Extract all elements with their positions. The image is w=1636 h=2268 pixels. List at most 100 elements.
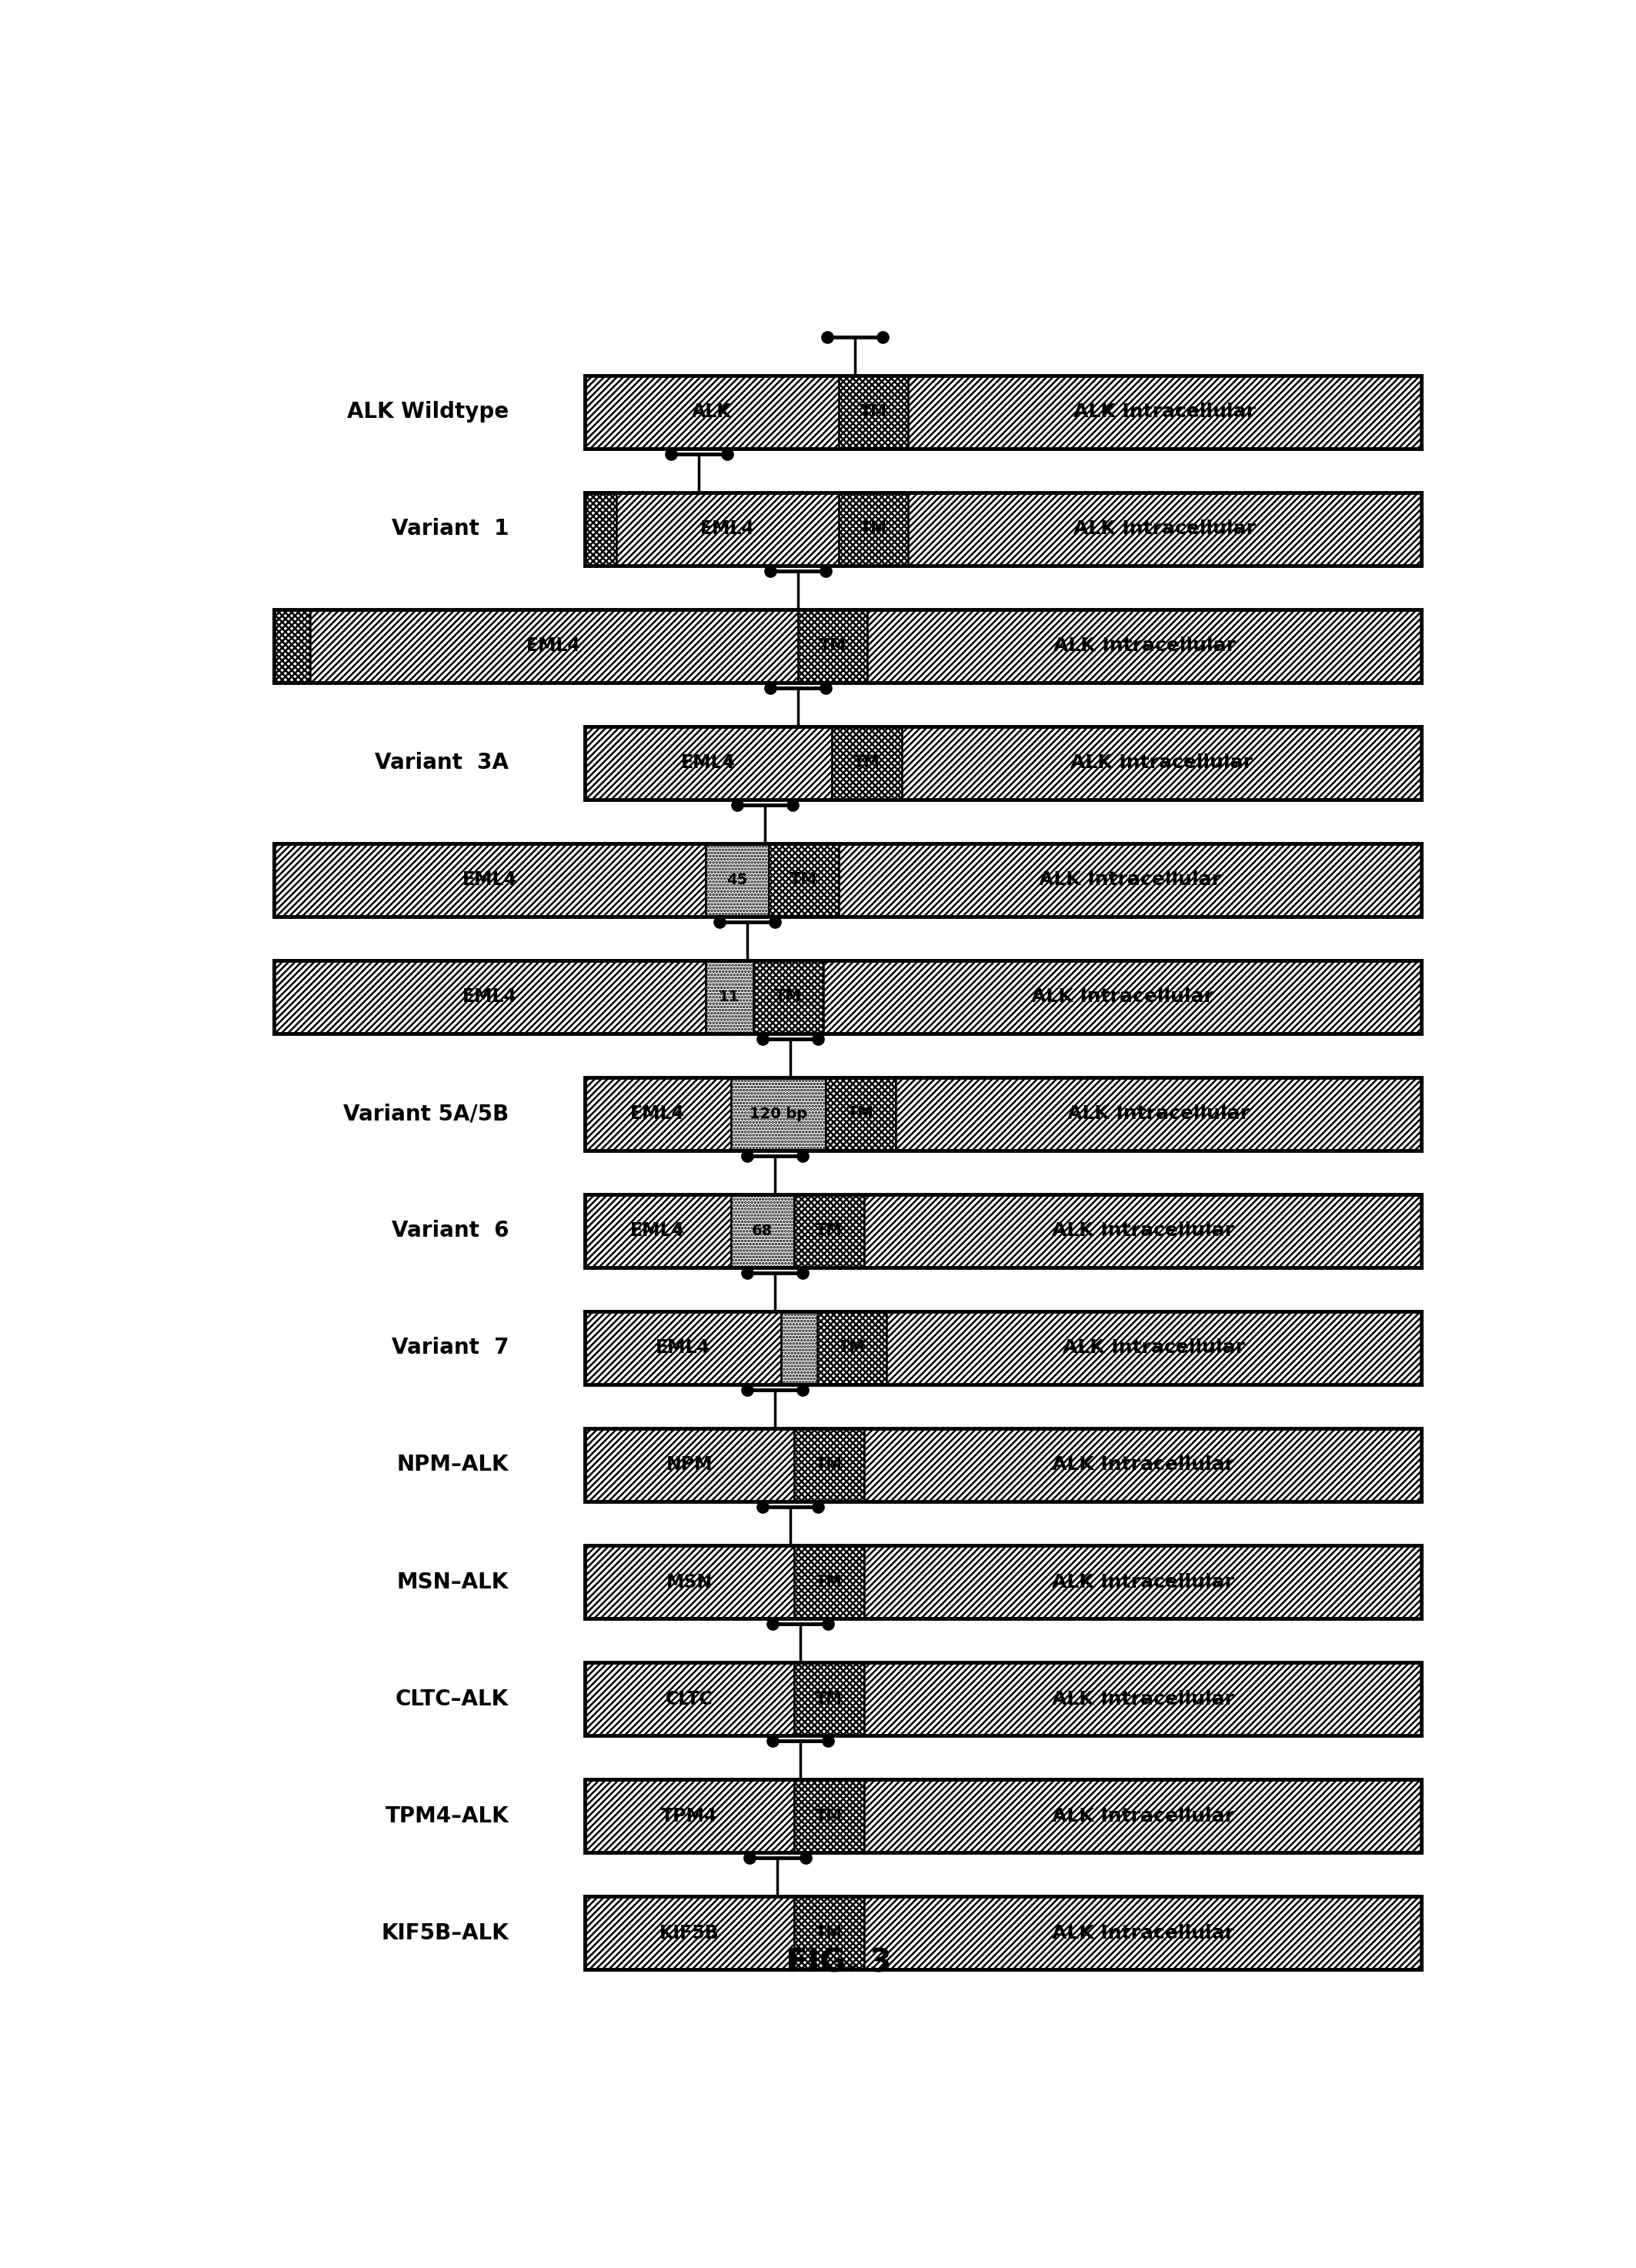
- Text: ALK Intracellular: ALK Intracellular: [1073, 519, 1256, 538]
- Bar: [586, 1545, 793, 1619]
- Bar: [839, 374, 908, 449]
- Text: EML4: EML4: [681, 753, 736, 771]
- Text: TM: TM: [790, 873, 816, 887]
- Bar: [586, 1545, 1422, 1619]
- Bar: [782, 1311, 816, 1383]
- Bar: [864, 1896, 1422, 1969]
- Text: NPM–ALK: NPM–ALK: [398, 1454, 509, 1476]
- Bar: [887, 1311, 1422, 1383]
- Bar: [908, 492, 1422, 565]
- Bar: [705, 844, 769, 916]
- Text: ALK Intracellular: ALK Intracellular: [1052, 1923, 1234, 1941]
- Text: EML4: EML4: [630, 1222, 685, 1241]
- Text: TPM4–ALK: TPM4–ALK: [384, 1805, 509, 1826]
- Bar: [864, 1545, 1422, 1619]
- Bar: [901, 726, 1422, 801]
- Bar: [586, 1429, 793, 1501]
- Text: ALK Intracellular: ALK Intracellular: [1052, 1808, 1234, 1826]
- Text: EML4: EML4: [630, 1105, 685, 1123]
- Text: EML4: EML4: [527, 637, 581, 655]
- Bar: [275, 844, 705, 916]
- Bar: [309, 610, 798, 683]
- Bar: [586, 374, 839, 449]
- Text: ALK Intracellular: ALK Intracellular: [1039, 871, 1220, 889]
- Text: FIG. 3: FIG. 3: [785, 1946, 892, 1978]
- Bar: [586, 1662, 793, 1735]
- Bar: [864, 1195, 1422, 1268]
- Text: TM: TM: [861, 404, 887, 420]
- Text: ALK Intracellular: ALK Intracellular: [1052, 1572, 1234, 1592]
- Bar: [793, 1896, 864, 1969]
- Bar: [586, 1195, 1422, 1268]
- Bar: [793, 1429, 864, 1501]
- Bar: [586, 1896, 1422, 1969]
- Bar: [586, 1077, 1422, 1150]
- Text: ALK Intracellular: ALK Intracellular: [1067, 1105, 1250, 1123]
- Text: 120 bp: 120 bp: [749, 1107, 807, 1120]
- Bar: [586, 374, 1422, 449]
- Text: EML4: EML4: [463, 987, 517, 1007]
- Text: TM: TM: [815, 1222, 843, 1238]
- Text: ALK Intracellular: ALK Intracellular: [1073, 404, 1256, 422]
- Text: TM: TM: [815, 1692, 843, 1706]
- Text: ALK: ALK: [692, 404, 731, 422]
- Text: Variant  3B: Variant 3B: [375, 869, 509, 891]
- Text: TM: TM: [847, 1107, 874, 1123]
- Text: ALK Intracellular: ALK Intracellular: [1052, 1690, 1234, 1708]
- Text: CLTC: CLTC: [666, 1690, 713, 1708]
- Text: ALK Intracellular: ALK Intracellular: [1031, 987, 1214, 1007]
- Bar: [586, 1429, 1422, 1501]
- Bar: [275, 959, 1422, 1034]
- Text: NPM: NPM: [666, 1456, 713, 1474]
- Text: Variant  3A: Variant 3A: [375, 753, 509, 773]
- Bar: [586, 1077, 731, 1150]
- Bar: [839, 492, 908, 565]
- Bar: [617, 492, 839, 565]
- Text: ALK Intracellular: ALK Intracellular: [1052, 1222, 1234, 1241]
- Text: CLTC–ALK: CLTC–ALK: [396, 1687, 509, 1710]
- Bar: [275, 959, 705, 1034]
- Bar: [275, 610, 1422, 683]
- Bar: [816, 1311, 887, 1383]
- Bar: [705, 959, 754, 1034]
- Bar: [793, 1662, 864, 1735]
- Text: Variant  6: Variant 6: [391, 1220, 509, 1241]
- Text: Variant 5A/5B: Variant 5A/5B: [344, 1102, 509, 1125]
- Bar: [586, 1780, 1422, 1853]
- Text: TM: TM: [815, 1808, 843, 1823]
- Bar: [793, 1195, 864, 1268]
- Bar: [586, 1896, 793, 1969]
- Bar: [731, 1195, 793, 1268]
- Bar: [864, 1429, 1422, 1501]
- Text: TM: TM: [838, 1340, 865, 1356]
- Bar: [586, 726, 833, 801]
- Bar: [586, 1780, 793, 1853]
- Bar: [586, 492, 617, 565]
- Bar: [823, 959, 1422, 1034]
- Text: ALK Intracellular: ALK Intracellular: [1070, 753, 1253, 771]
- Text: Variant  1: Variant 1: [391, 517, 509, 540]
- Bar: [275, 844, 1422, 916]
- Bar: [864, 1662, 1422, 1735]
- Bar: [793, 1780, 864, 1853]
- Text: TM: TM: [815, 1458, 843, 1472]
- Bar: [908, 374, 1422, 449]
- Text: ALK Wildtype: ALK Wildtype: [347, 401, 509, 422]
- Bar: [793, 1545, 864, 1619]
- Bar: [586, 726, 1422, 801]
- Bar: [731, 1077, 826, 1150]
- Text: 68: 68: [753, 1225, 772, 1238]
- Text: ALK Intracellular: ALK Intracellular: [1054, 637, 1235, 655]
- Text: 45: 45: [726, 873, 748, 887]
- Text: TM: TM: [854, 755, 880, 771]
- Bar: [769, 844, 839, 916]
- Bar: [754, 959, 823, 1034]
- Text: ALK Intracellular: ALK Intracellular: [1063, 1338, 1245, 1356]
- Text: Variant  4: Variant 4: [391, 987, 509, 1007]
- Bar: [275, 610, 309, 683]
- Bar: [586, 1311, 782, 1383]
- Text: MSN–ALK: MSN–ALK: [398, 1572, 509, 1592]
- Text: KIF5B: KIF5B: [659, 1923, 720, 1941]
- Text: EML4: EML4: [463, 871, 517, 889]
- Text: 11: 11: [718, 989, 739, 1005]
